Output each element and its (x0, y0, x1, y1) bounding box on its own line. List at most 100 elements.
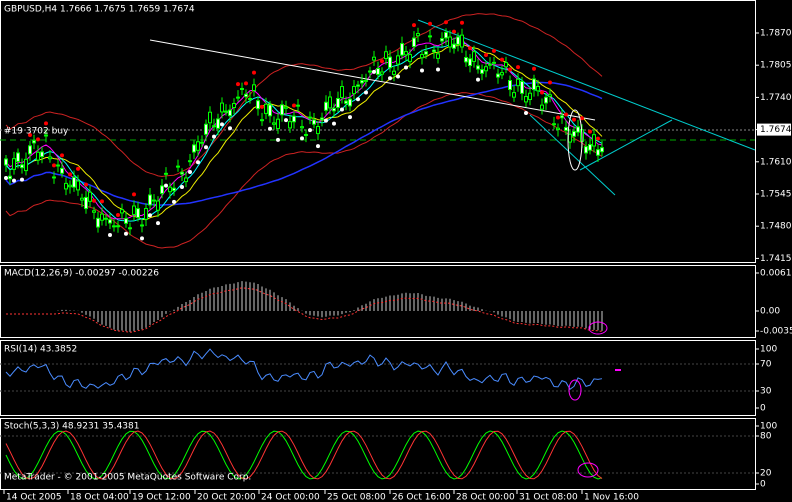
candle-body (272, 122, 276, 125)
candle-body (8, 175, 12, 180)
price-tick: 1.7740 (760, 93, 792, 103)
ma-slow (5, 81, 603, 206)
candle-body (200, 141, 204, 144)
candle-body (24, 158, 28, 172)
sar-dot (468, 46, 472, 51)
sar-dot (236, 82, 240, 87)
sar-dot (108, 232, 112, 237)
rsi-label: RSI(14) 43.3852 (4, 345, 77, 355)
candle-body (120, 209, 124, 214)
sar-dot (428, 21, 432, 26)
pane-tick: 0.00 (760, 307, 780, 317)
candle-body (64, 182, 68, 190)
candle-body (296, 104, 300, 107)
candle-body (500, 72, 504, 76)
sar-dot (36, 137, 40, 142)
candle-body (524, 96, 528, 103)
candle-body (276, 118, 280, 130)
candle-body (428, 35, 432, 38)
candle-body (12, 158, 16, 170)
sar-dot (52, 163, 56, 168)
candle-body (216, 118, 220, 129)
sar-dot (164, 183, 168, 188)
sar-dot (444, 20, 448, 25)
candle-body (100, 213, 104, 221)
candle-body (52, 176, 56, 179)
candle-body (516, 78, 520, 87)
sar-dot (500, 57, 504, 62)
rsi-line (5, 348, 603, 390)
candle-body (228, 109, 232, 117)
candle-body (468, 58, 472, 67)
candle-body (268, 104, 272, 117)
sar-dot (348, 115, 352, 120)
candle-body (348, 98, 352, 107)
candle-body (304, 133, 308, 136)
time-tick: 26 Oct 16:00 (392, 493, 451, 502)
candle-body (360, 80, 364, 84)
candle-body (28, 145, 32, 155)
candle-body (492, 61, 496, 64)
sar-dot (44, 121, 48, 126)
candle-body (16, 152, 20, 162)
candle-body (88, 191, 92, 202)
pane-tick: 0 (760, 480, 766, 490)
candle-body (472, 51, 476, 62)
candle-body (236, 96, 240, 99)
candle-body (588, 144, 592, 151)
sar-dot (60, 153, 64, 158)
candle-body (536, 85, 540, 92)
time-tick: 20 Oct 20:00 (197, 493, 256, 502)
candle-body (448, 36, 452, 48)
sar-dot (564, 112, 568, 117)
sar-dot (124, 231, 128, 236)
candle-body (60, 167, 64, 174)
candle-body (192, 144, 196, 153)
candle-body (432, 49, 436, 53)
sar-dot (412, 23, 416, 28)
candle-body (292, 115, 296, 123)
sar-dot (308, 128, 312, 133)
trendline (529, 114, 616, 196)
candle-body (572, 130, 576, 137)
candle-body (584, 146, 588, 154)
sar-dot (404, 65, 408, 70)
candle-body (212, 125, 216, 128)
candle-body (456, 36, 460, 45)
candle-body (248, 97, 252, 100)
price-tick: 1.7480 (760, 222, 792, 232)
candle-body (156, 200, 160, 211)
pane-tick: 100 (760, 422, 777, 432)
highlight (588, 321, 608, 335)
sar-dot (20, 177, 24, 182)
time-tick: 19 Oct 12:00 (132, 493, 191, 502)
sar-dot (28, 132, 32, 137)
candle-body (44, 134, 48, 137)
sar-dot (228, 126, 232, 131)
candle-body (168, 186, 172, 193)
sar-dot (572, 117, 576, 122)
candle-body (256, 100, 260, 110)
candle-body (220, 102, 224, 113)
time-tick: 18 Oct 04:00 (70, 493, 129, 502)
candle-body (576, 126, 580, 133)
candle-body (68, 184, 72, 188)
candle-body (84, 196, 88, 210)
current-price-box (757, 123, 791, 136)
copyright: MetaTrader - © 2001-2005 MetaQuotes Soft… (4, 473, 251, 483)
sar-dot (460, 20, 464, 25)
sar-dot (116, 212, 120, 217)
price-tick: 1.7610 (760, 157, 792, 167)
candle-body (476, 65, 480, 70)
highlight (568, 379, 582, 401)
candle-body (356, 84, 360, 87)
ma-fast (5, 42, 603, 222)
candle-body (244, 93, 248, 98)
pane-tick: 100 (760, 345, 777, 355)
sar-dot (420, 68, 424, 73)
candle-body (364, 79, 368, 82)
candle-body (340, 86, 344, 98)
sar-dot (484, 52, 488, 57)
candle-body (312, 119, 316, 125)
sar-dot (548, 80, 552, 85)
